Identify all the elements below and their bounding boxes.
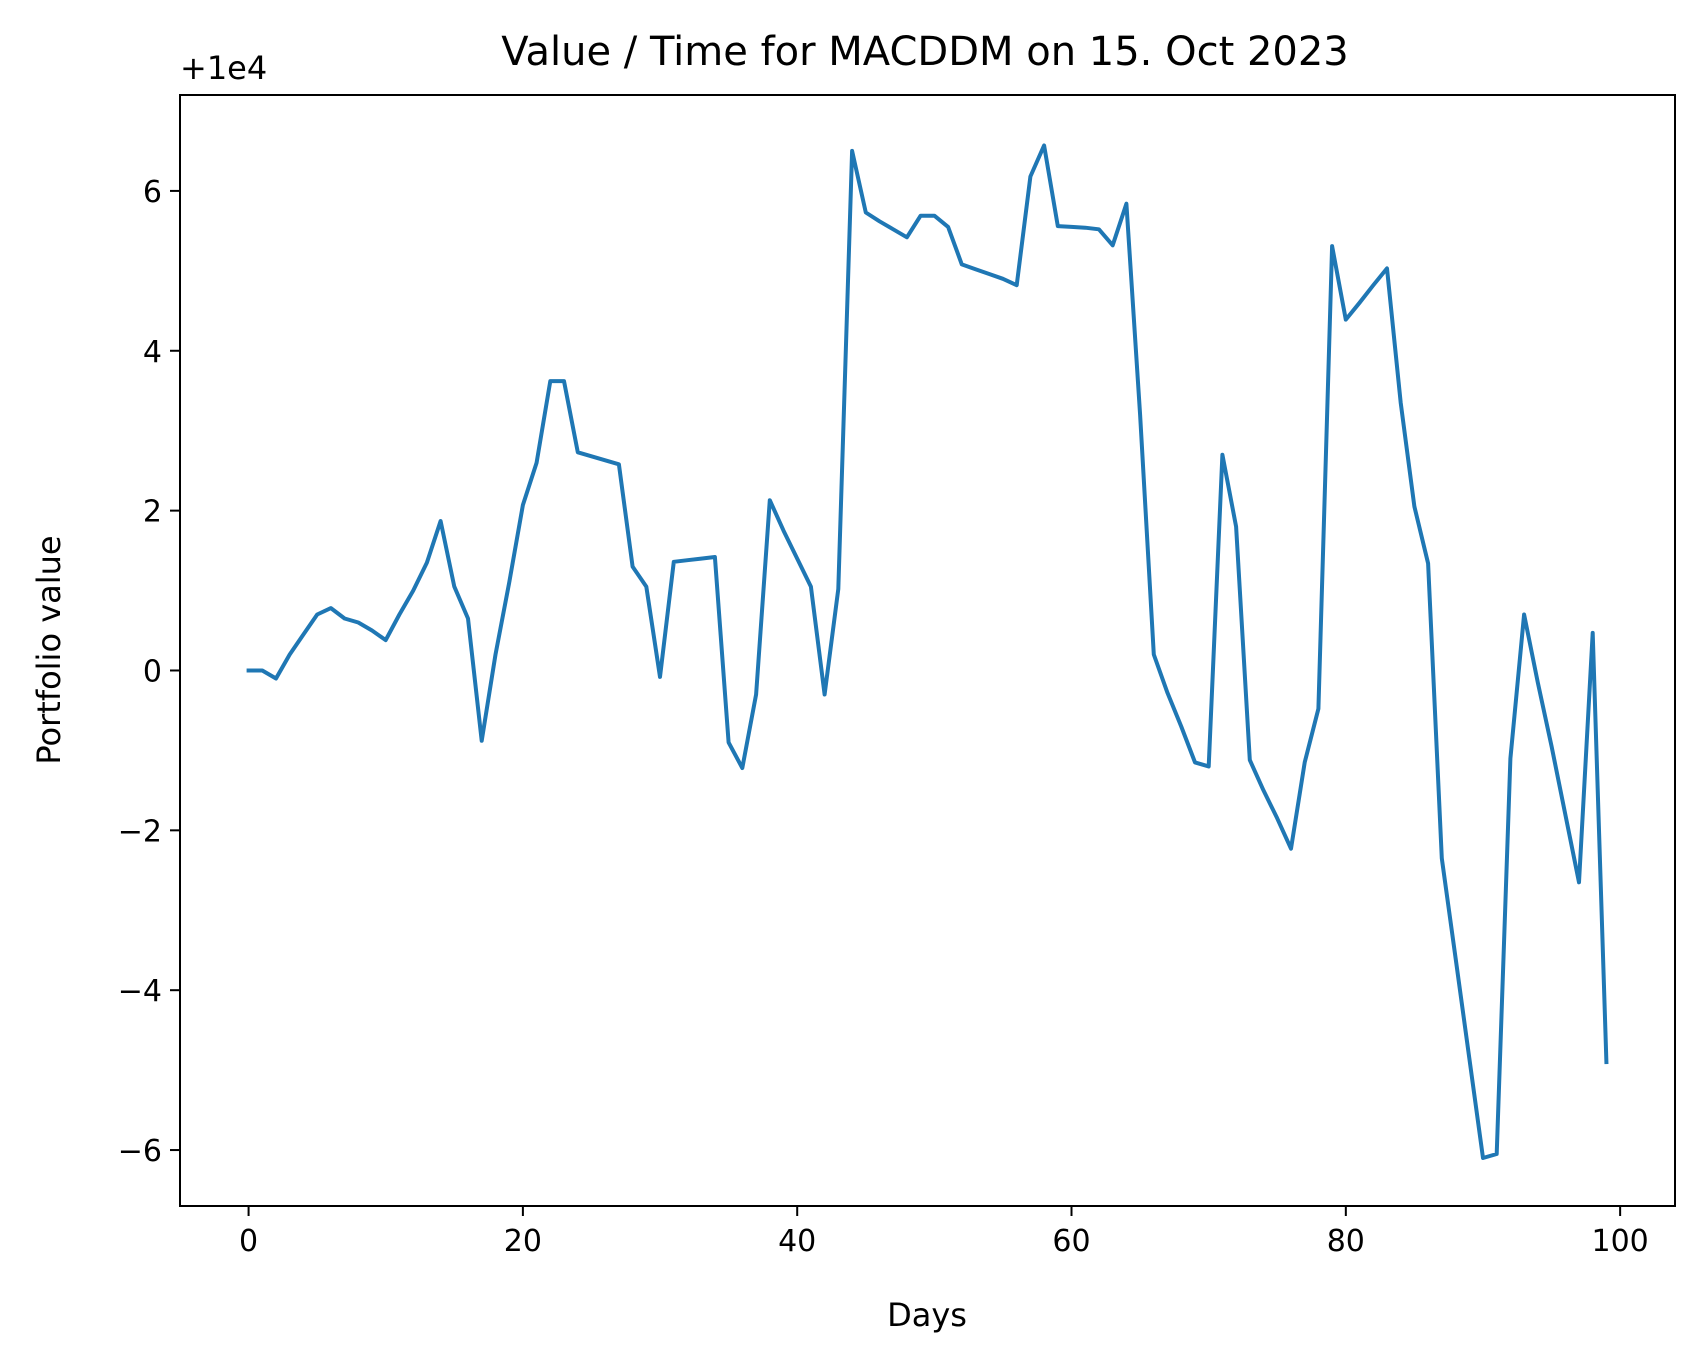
y-axis-offset-label: +1e4 [180,49,267,87]
y-tick-label: −2 [118,814,162,849]
x-tick-label: 80 [1327,1224,1365,1259]
x-tick-label: 100 [1592,1224,1649,1259]
x-tick-label: 40 [778,1224,816,1259]
y-tick-label: 6 [143,175,162,210]
y-tick-label: 4 [143,335,162,370]
y-axis-label: Portfolio value [30,535,68,764]
x-axis-label: Days [887,1296,967,1334]
x-tick-label: 60 [1052,1224,1090,1259]
plot-frame [179,94,1676,1207]
y-tick-label: 2 [143,495,162,530]
series-line [246,143,1609,1160]
x-tick-label: 0 [239,1224,258,1259]
plot-marks: 0 20 40 60 80 100 −6 −4 −2 0 2 4 6 [118,143,1649,1259]
y-tick-label: −4 [118,974,162,1009]
x-tick-label: 20 [504,1224,542,1259]
y-tick-label: −6 [118,1134,162,1169]
chart-title: Value / Time for MACDDM on 15. Oct 2023 [501,29,1349,75]
y-tick-label: 0 [143,654,162,689]
